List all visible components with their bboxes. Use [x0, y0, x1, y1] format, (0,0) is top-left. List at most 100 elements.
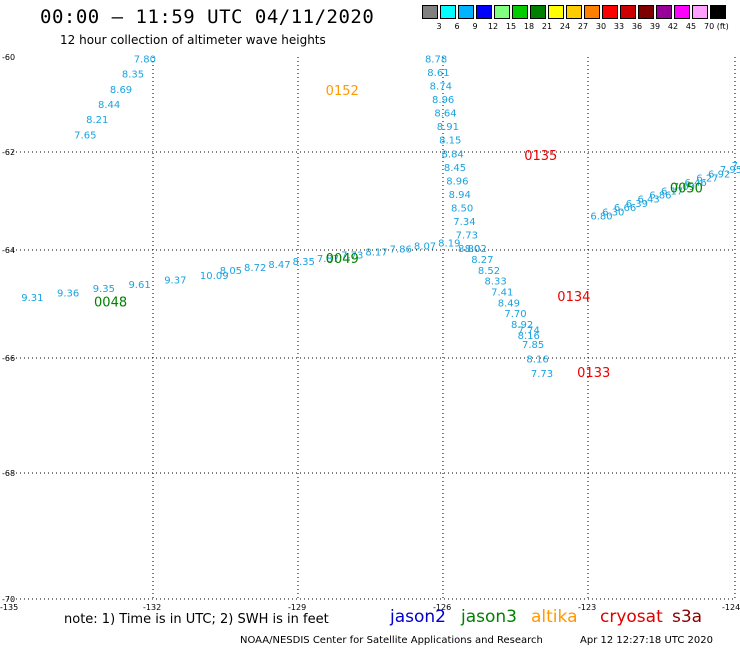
legend-swatch	[458, 5, 474, 19]
legend-label: 39	[649, 22, 661, 31]
x-tick-label: -132	[143, 603, 161, 612]
swh-value-label: 8.50	[451, 203, 473, 214]
swh-value-label: 8.02	[465, 244, 487, 255]
satellite-jason2-label: jason2	[390, 607, 446, 627]
swh-value-label: 7.74	[518, 325, 540, 336]
swh-value-label: 9.36	[57, 289, 79, 300]
satellite-jason3-label: jason3	[461, 607, 517, 627]
swh-value-label: 8.78	[425, 54, 447, 65]
swh-value-label: 8.19	[438, 239, 460, 250]
legend-label: 42	[667, 22, 679, 31]
legend-label: 27	[577, 22, 589, 31]
legend-swatch	[602, 5, 618, 19]
legend-swatch	[620, 5, 636, 19]
satellite-cryosat-label: cryosat	[600, 607, 663, 627]
swh-value-label: 8.33	[485, 277, 507, 288]
legend-label: 9	[472, 22, 478, 31]
y-tick-label: -66	[2, 354, 15, 363]
legend-label: 24	[559, 22, 571, 31]
credit-line: NOAA/NESDIS Center for Satellite Applica…	[240, 635, 543, 646]
swh-value-label: 6.17	[661, 186, 683, 197]
legend-swatch	[710, 5, 726, 19]
x-tick-label: -135	[0, 603, 18, 612]
swh-value-label: 7.70	[504, 309, 526, 320]
legend-swatch	[494, 5, 510, 19]
legend-label: 12	[487, 22, 499, 31]
legend-label: 3	[436, 22, 442, 31]
swh-value-label: 8.69	[110, 85, 132, 96]
legend-swatch	[692, 5, 708, 19]
swh-value-label: 10.09	[200, 271, 229, 282]
x-tick-label: -126	[433, 603, 451, 612]
swh-value-label: 7.73	[341, 251, 363, 262]
legend-label: 36	[631, 22, 643, 31]
legend-label: 30	[595, 22, 607, 31]
legend-swatch	[548, 5, 564, 19]
swh-value-label: 8.35	[122, 70, 144, 81]
swh-value-label: 8.21	[86, 115, 108, 126]
swh-value-label: 6.80	[590, 212, 612, 223]
swh-value-label: 8.72	[244, 263, 266, 274]
swh-value-label: 8.07	[414, 242, 436, 253]
swh-value-label: 8.96	[446, 176, 468, 187]
legend-swatch	[584, 5, 600, 19]
pass-time-label: 0049	[326, 252, 359, 267]
swh-value-label: 9.31	[21, 293, 43, 304]
swh-value-label: 7.80	[134, 54, 156, 65]
swh-value-label: 8.35	[293, 257, 315, 268]
swh-value-label: 8.44	[98, 100, 120, 111]
swh-value-label: 7.73	[456, 231, 478, 242]
swh-value-label: 8.47	[268, 260, 290, 271]
swh-value-label: 7.85	[522, 340, 544, 351]
swh-value-label: 7.41	[491, 287, 513, 298]
swh-value-label: 6.92	[708, 169, 730, 180]
swh-value-label: 8.84	[441, 149, 463, 160]
page-subtitle: 12 hour collection of altimeter wave hei…	[60, 33, 326, 47]
swh-value-label: 9.61	[128, 280, 150, 291]
x-tick-label: -124	[722, 603, 740, 612]
y-tick-label: -68	[2, 469, 15, 478]
legend-swatch	[566, 5, 582, 19]
swh-value-label: 8.16	[526, 354, 548, 365]
swh-value-label: 6.43	[637, 195, 659, 206]
swh-value-label: 8.05	[220, 266, 242, 277]
pass-time-label: 0134	[557, 290, 590, 305]
pass-time-label: 0152	[326, 84, 359, 99]
pass-time-label: 0135	[524, 149, 557, 164]
legend-label: 70 (ft)	[704, 22, 729, 31]
swh-value-label: 8.17	[365, 248, 387, 259]
legend-swatch	[512, 5, 528, 19]
swh-value-label: 8.49	[498, 298, 520, 309]
swh-value-label: 7.34	[453, 217, 475, 228]
swh-value-label: 7.65	[74, 130, 96, 141]
swh-value-label: 7.95	[720, 165, 740, 176]
legend-swatch	[476, 5, 492, 19]
swh-value-label: 8.27	[471, 255, 493, 266]
x-tick-label: -123	[578, 603, 596, 612]
pass-time-label: 0050	[670, 182, 703, 197]
swh-value-label: 8.94	[449, 190, 471, 201]
swh-value-label: 8.16	[518, 331, 540, 342]
swh-value-label: 6.30	[602, 207, 624, 218]
y-tick-label: -60	[2, 53, 15, 62]
timestamp: Apr 12 12:27:18 UTC 2020	[580, 635, 713, 646]
footer-note: note: 1) Time is in UTC; 2) SWH is in fe…	[64, 612, 329, 627]
legend-label: 18	[523, 22, 535, 31]
swh-value-label: 8.91	[437, 122, 459, 133]
legend-swatch	[440, 5, 456, 19]
legend-label: 45	[685, 22, 697, 31]
swh-value-label: 6.86	[649, 191, 671, 202]
swh-value-label: 8.15	[439, 136, 461, 147]
swh-value-label: 9.35	[93, 284, 115, 295]
legend-swatch	[674, 5, 690, 19]
swh-value-label: 8.96	[432, 95, 454, 106]
swh-value-label: 6.27	[696, 174, 718, 185]
legend-label: 15	[505, 22, 517, 31]
legend-label: 33	[613, 22, 625, 31]
swh-value-label: 8.45	[444, 163, 466, 174]
y-tick-label: -62	[2, 148, 15, 157]
satellite-s3a-label: s3a	[672, 607, 703, 627]
swh-value-label: 8.80	[458, 244, 480, 255]
y-tick-label: -64	[2, 246, 15, 255]
